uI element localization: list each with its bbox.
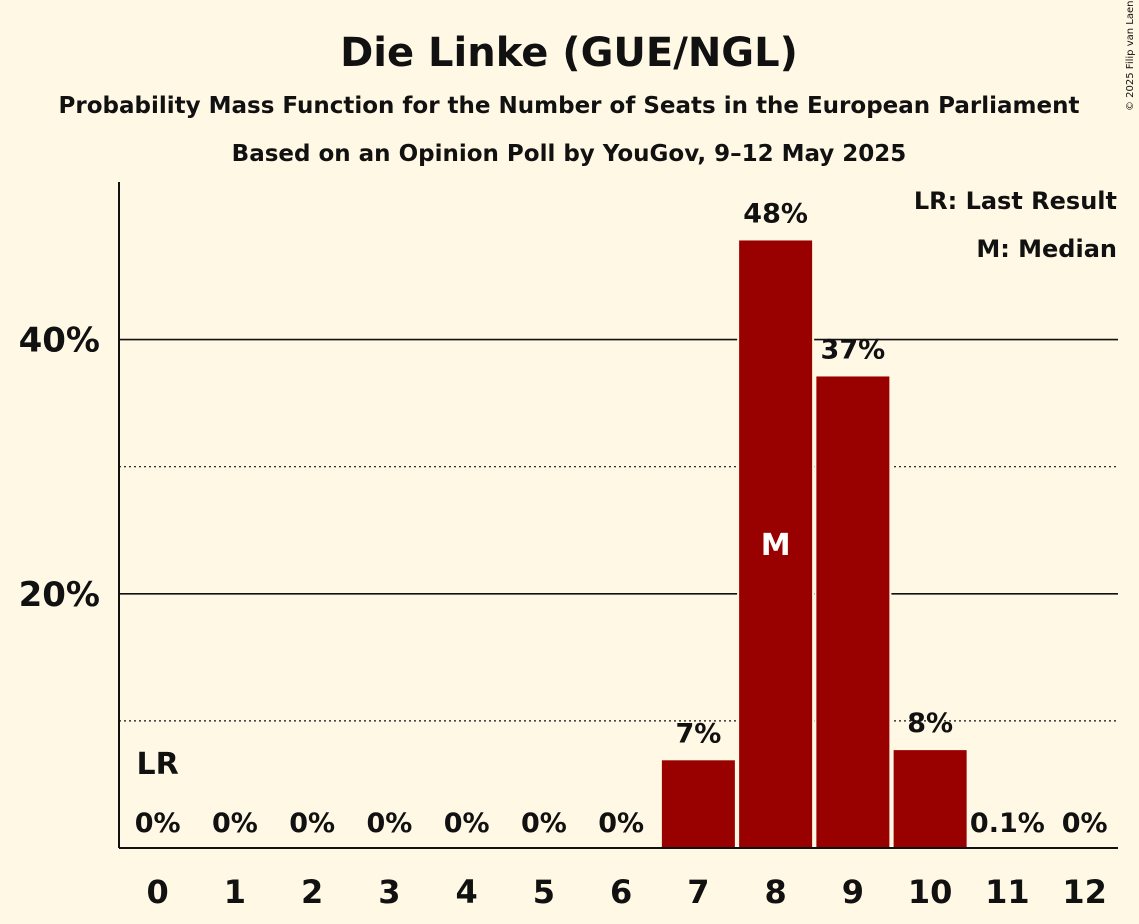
bar <box>739 240 813 848</box>
bar-value-label: 0% <box>135 808 181 839</box>
bar-value-label: 0% <box>366 808 412 839</box>
last-result-marker: LR <box>137 747 179 782</box>
chart-subtitle: Probability Mass Function for the Number… <box>59 93 1080 119</box>
legend-median: M: Median <box>976 235 1117 263</box>
x-tick-label: 0 <box>146 873 168 911</box>
chart-subtitle-poll: Based on an Opinion Poll by YouGov, 9–12… <box>232 141 907 167</box>
x-tick-label: 3 <box>378 873 400 911</box>
gridlines <box>119 338 1118 722</box>
legend-last-result: LR: Last Result <box>914 187 1117 215</box>
x-tick-label: 2 <box>301 873 323 911</box>
data-labels: 0% 0% 0% 0% 0% 0% 0% 7% 48% 37% 8% 0.1% 0% M LR <box>135 198 1108 839</box>
bar <box>816 376 890 848</box>
bar-value-label: 0% <box>289 808 335 839</box>
bar-value-label: 8% <box>907 708 953 739</box>
x-tick-label: 4 <box>455 873 477 911</box>
axes <box>118 182 1118 849</box>
bar-value-label: 0% <box>444 808 490 839</box>
bar-value-label: 0% <box>598 808 644 839</box>
x-tick-label: 11 <box>985 873 1030 911</box>
bar <box>661 760 735 848</box>
bar-value-label: 0% <box>1062 808 1108 839</box>
x-tick-label: 12 <box>1062 873 1107 911</box>
x-tick-label: 9 <box>842 873 864 911</box>
x-tick-label: 7 <box>687 873 709 911</box>
bar-value-label: 48% <box>743 198 808 229</box>
copyright-notice: © 2025 Filip van Laenen <box>1125 0 1136 111</box>
bars <box>659 238 969 848</box>
median-marker: M <box>761 528 791 563</box>
chart-title: Die Linke (GUE/NGL) <box>340 30 798 76</box>
x-tick-label: 6 <box>610 873 632 911</box>
bar-value-label: 37% <box>821 334 886 365</box>
bar-value-label: 0% <box>521 808 567 839</box>
x-tick-label: 1 <box>224 873 246 911</box>
bar-value-label: 0.1% <box>970 808 1045 839</box>
y-tick-label: 20% <box>19 575 100 615</box>
bar-value-label: 7% <box>675 718 721 749</box>
x-tick-label: 10 <box>908 873 953 911</box>
x-tick-label: 8 <box>764 873 786 911</box>
bar-value-label: 0% <box>212 808 258 839</box>
y-tick-label: 40% <box>19 321 100 361</box>
x-tick-label: 5 <box>533 873 555 911</box>
bar <box>893 750 967 848</box>
